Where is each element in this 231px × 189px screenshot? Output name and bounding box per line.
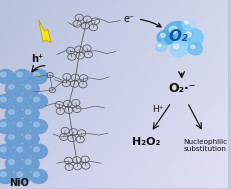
Circle shape <box>0 145 14 158</box>
Circle shape <box>5 157 22 171</box>
Circle shape <box>14 170 30 183</box>
Circle shape <box>33 147 39 152</box>
Circle shape <box>14 144 31 159</box>
Circle shape <box>0 144 14 159</box>
Circle shape <box>33 72 39 77</box>
Circle shape <box>0 122 6 127</box>
Circle shape <box>31 145 47 158</box>
Circle shape <box>5 107 22 121</box>
Circle shape <box>156 30 174 45</box>
Circle shape <box>9 85 14 89</box>
Circle shape <box>22 157 38 170</box>
Text: H⁺: H⁺ <box>151 105 163 114</box>
Circle shape <box>30 94 47 109</box>
Circle shape <box>181 19 194 30</box>
Circle shape <box>30 169 47 184</box>
Text: O₂: O₂ <box>168 29 187 44</box>
Circle shape <box>17 97 22 102</box>
Text: O₂·⁻: O₂·⁻ <box>167 82 195 95</box>
Circle shape <box>31 70 47 83</box>
Circle shape <box>14 119 31 134</box>
Circle shape <box>173 44 178 48</box>
Circle shape <box>184 32 191 37</box>
Circle shape <box>22 82 39 96</box>
Circle shape <box>155 42 166 52</box>
Circle shape <box>14 169 31 184</box>
Circle shape <box>0 147 6 152</box>
Circle shape <box>14 145 30 158</box>
Circle shape <box>33 122 39 127</box>
Circle shape <box>17 72 22 77</box>
Circle shape <box>0 95 14 108</box>
Circle shape <box>30 144 47 159</box>
Circle shape <box>14 69 31 84</box>
Circle shape <box>0 94 14 109</box>
Circle shape <box>30 119 47 134</box>
Circle shape <box>190 45 194 49</box>
Circle shape <box>5 82 22 96</box>
Circle shape <box>6 82 22 96</box>
Text: NiO: NiO <box>9 178 29 188</box>
Circle shape <box>22 132 39 146</box>
Text: Nucleophilic
substitution: Nucleophilic substitution <box>182 139 227 152</box>
Circle shape <box>163 22 192 46</box>
Circle shape <box>9 110 14 114</box>
Circle shape <box>0 97 6 102</box>
Circle shape <box>9 135 14 139</box>
Circle shape <box>9 160 14 164</box>
Circle shape <box>25 110 31 114</box>
Circle shape <box>5 132 22 146</box>
Circle shape <box>0 120 14 133</box>
Circle shape <box>17 172 22 177</box>
Circle shape <box>0 72 6 77</box>
Circle shape <box>30 69 47 84</box>
Circle shape <box>31 95 47 108</box>
Circle shape <box>22 107 38 121</box>
Circle shape <box>0 172 6 177</box>
Polygon shape <box>38 20 51 42</box>
Circle shape <box>0 119 14 134</box>
Text: e⁻: e⁻ <box>123 14 160 27</box>
Circle shape <box>169 26 177 33</box>
Circle shape <box>25 135 31 139</box>
Circle shape <box>0 170 14 183</box>
Circle shape <box>22 107 39 121</box>
Circle shape <box>6 132 22 146</box>
Circle shape <box>31 170 47 183</box>
Circle shape <box>180 28 202 47</box>
Circle shape <box>6 157 22 170</box>
Circle shape <box>25 85 31 89</box>
Circle shape <box>33 172 39 177</box>
Circle shape <box>17 147 22 152</box>
Circle shape <box>14 94 31 109</box>
Text: h⁺: h⁺ <box>31 54 43 64</box>
Circle shape <box>0 70 14 83</box>
Circle shape <box>6 107 22 121</box>
Circle shape <box>22 157 39 171</box>
Circle shape <box>184 21 187 24</box>
Text: H₂O₂: H₂O₂ <box>132 137 160 147</box>
Circle shape <box>14 95 30 108</box>
Circle shape <box>22 82 38 96</box>
Circle shape <box>187 43 202 55</box>
Circle shape <box>0 69 14 84</box>
Circle shape <box>169 41 188 57</box>
Circle shape <box>22 132 38 146</box>
Circle shape <box>0 169 14 184</box>
Circle shape <box>14 70 30 83</box>
Circle shape <box>31 120 47 133</box>
Circle shape <box>25 160 31 164</box>
Circle shape <box>157 44 160 47</box>
Circle shape <box>160 33 165 37</box>
Circle shape <box>17 122 22 127</box>
Circle shape <box>14 120 30 133</box>
Circle shape <box>33 97 39 102</box>
